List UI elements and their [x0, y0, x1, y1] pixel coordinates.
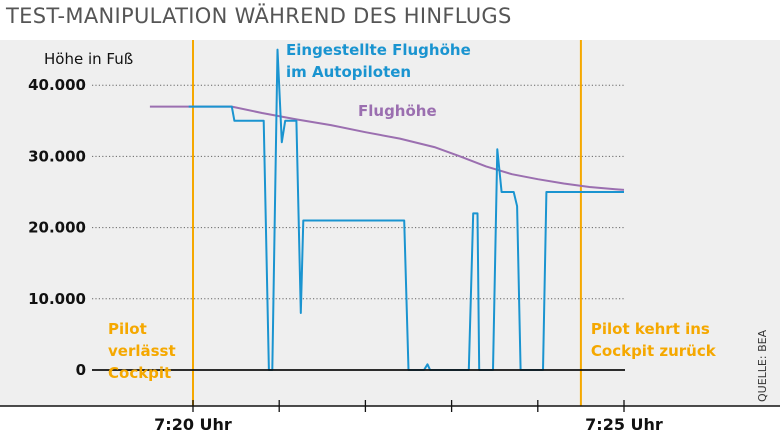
chart-title: TEST-MANIPULATION WÄHREND DES HINFLUGS: [6, 4, 512, 28]
series-lines: [149, 48, 625, 371]
pilot-leaves-label: Cockpit: [108, 364, 171, 382]
series-line-0: [149, 105, 625, 191]
y-axis-label: Höhe in Fuß: [44, 50, 133, 68]
y-tick-label-40000: 40.000: [28, 76, 86, 94]
chart-labels: Höhe in Fuß 0 10.000 20.000 30.000 40.000 7:2…: [28, 41, 717, 434]
y-tick-label-20000: 20.000: [28, 219, 86, 237]
gridlines: [92, 84, 625, 300]
pilot-leaves-label: Pilot: [108, 320, 147, 338]
series-line-1: [188, 48, 624, 371]
series-label-1: im Autopiloten: [286, 63, 411, 81]
x-tick-label-0: 7:20 Uhr: [154, 415, 232, 434]
y-tick-label-30000: 30.000: [28, 147, 86, 165]
plot-background: [0, 40, 780, 406]
series-label-1: Eingestellte Flughöhe: [286, 41, 471, 59]
series-label-0: Flughöhe: [358, 102, 437, 120]
pilot-returns-label: Pilot kehrt ins: [591, 320, 710, 338]
axes: [0, 369, 780, 412]
pilot-leaves-label: verlässt: [108, 342, 176, 360]
y-tick-label-10000: 10.000: [28, 290, 86, 308]
event-lines: [192, 40, 582, 406]
y-tick-label-0: 0: [76, 361, 86, 379]
x-tick-label-5: 7:25 Uhr: [585, 415, 663, 434]
pilot-returns-label: Cockpit zurück: [591, 342, 717, 360]
